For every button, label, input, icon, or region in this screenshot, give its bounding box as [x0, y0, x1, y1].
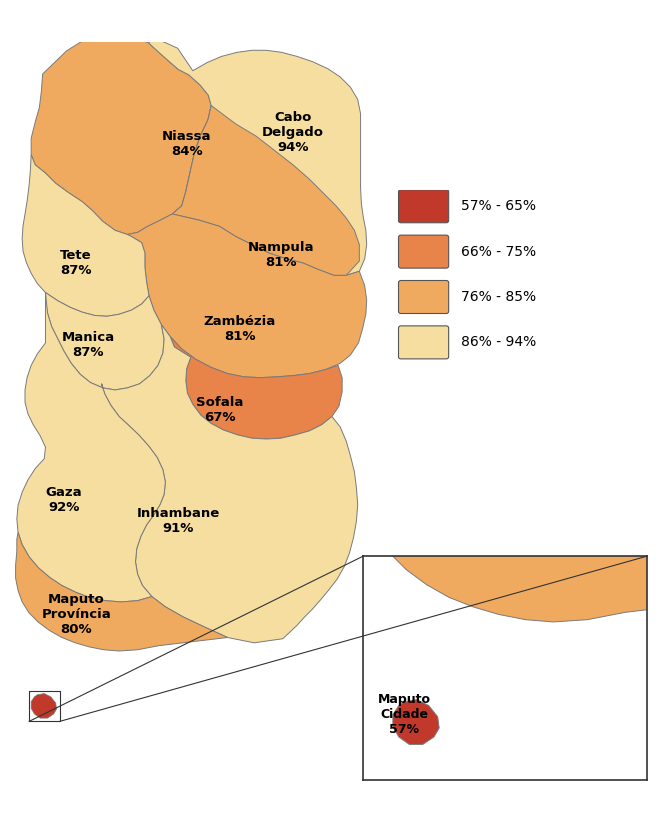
Text: Maputo
Província
80%: Maputo Província 80% [42, 593, 111, 637]
FancyBboxPatch shape [399, 235, 449, 268]
Text: Cabo
Delgado
94%: Cabo Delgado 94% [262, 111, 324, 153]
FancyBboxPatch shape [399, 326, 449, 359]
Polygon shape [170, 337, 342, 439]
Polygon shape [31, 694, 57, 718]
Polygon shape [16, 532, 228, 651]
Text: Maputo
Cidade
57%: Maputo Cidade 57% [378, 693, 430, 736]
Polygon shape [127, 214, 367, 378]
Polygon shape [31, 33, 211, 234]
Text: 57% - 65%: 57% - 65% [461, 200, 536, 213]
Text: Sofala
67%: Sofala 67% [196, 396, 243, 424]
Text: 66% - 75%: 66% - 75% [461, 245, 537, 258]
FancyBboxPatch shape [399, 190, 449, 223]
Text: Niassa
84%: Niassa 84% [162, 130, 211, 158]
Polygon shape [46, 293, 164, 390]
Polygon shape [364, 405, 660, 622]
Polygon shape [22, 154, 149, 316]
FancyBboxPatch shape [399, 280, 449, 314]
Polygon shape [148, 38, 367, 276]
Text: Zambézia
81%: Zambézia 81% [204, 314, 276, 342]
Text: Nampula
81%: Nampula 81% [248, 241, 314, 269]
Polygon shape [16, 293, 166, 602]
Text: Gaza
92%: Gaza 92% [46, 487, 82, 515]
Text: Tete
87%: Tete 87% [60, 249, 92, 277]
Polygon shape [393, 700, 439, 744]
Text: Inhambane
91%: Inhambane 91% [137, 507, 220, 535]
Polygon shape [102, 324, 358, 643]
Polygon shape [521, 26, 660, 607]
Polygon shape [172, 106, 359, 276]
Polygon shape [367, 0, 638, 532]
Text: 76% - 85%: 76% - 85% [461, 290, 537, 304]
Text: 86% - 94%: 86% - 94% [461, 336, 537, 349]
Text: Manica
87%: Manica 87% [62, 331, 115, 359]
